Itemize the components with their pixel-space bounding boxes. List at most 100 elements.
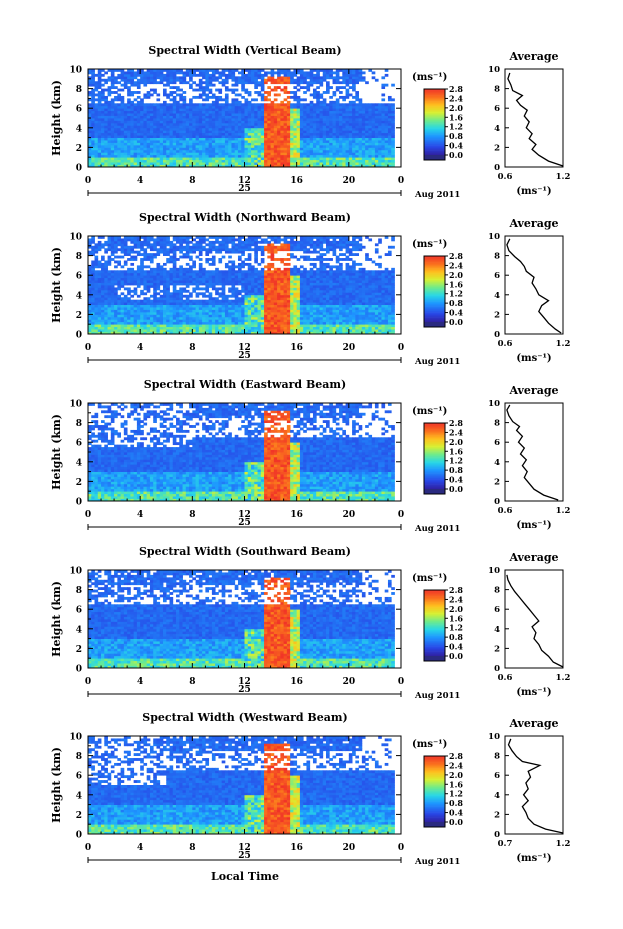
colorbar-tick-label: 2.0 — [449, 770, 463, 780]
y-tick-label: 8 — [76, 85, 82, 95]
y-axis-label: Height (km) — [50, 581, 63, 657]
colorbar-tick-label: 0.8 — [449, 465, 463, 475]
y-tick-label: 6 — [76, 105, 82, 115]
colorbar-tick-label: 1.2 — [449, 456, 463, 466]
avg-x-tick-label: 0.6 — [498, 172, 513, 182]
colorbar-under — [424, 822, 445, 827]
y-axis-label: Height (km) — [50, 80, 63, 156]
y-tick-label: 6 — [76, 772, 82, 782]
x-tick-label: 0 — [85, 176, 91, 186]
colorbar-tick-label: 2.0 — [449, 437, 463, 447]
date-label: Aug 2011 — [414, 190, 460, 200]
x-tick-label: 12 — [238, 510, 251, 520]
y-tick-label: 8 — [76, 419, 82, 429]
colorbar-tick-label: 2.4 — [449, 427, 463, 437]
y-tick-label: 2 — [76, 645, 82, 655]
avg-y-tick-label: 8 — [494, 252, 500, 262]
x-tick-label: 16 — [290, 343, 303, 353]
colorbar-tick-label: 0.0 — [449, 484, 463, 494]
x-tick-label: 0 — [398, 343, 404, 353]
x-tick-label: 8 — [189, 343, 195, 353]
avg-y-tick-label: 6 — [494, 771, 500, 781]
day-label: 25 — [238, 351, 251, 361]
avg-y-tick-label: 4 — [494, 791, 500, 801]
colorbar-under — [424, 322, 445, 327]
avg-x-tick-label: 0.7 — [498, 839, 513, 849]
avg-y-tick-label: 10 — [488, 65, 500, 75]
y-tick-label: 0 — [76, 331, 82, 341]
avg-x-tick-label: 1.2 — [556, 839, 571, 849]
panel-1: Spectral Width (Vertical Beam) 0 2 4 6 8 10 0 4 8… — [50, 44, 570, 200]
average-title: Average — [508, 217, 558, 230]
avg-y-tick-label: 6 — [494, 271, 500, 281]
average-xlabel: (ms⁻¹) — [516, 520, 551, 531]
colorbar-tick-label: 0.4 — [449, 808, 463, 818]
average-line — [506, 574, 564, 668]
avg-y-tick-label: 2 — [494, 810, 500, 820]
colorbar-under — [424, 155, 445, 160]
colorbar-under — [424, 656, 445, 661]
colorbar-unit: (ms⁻¹) — [412, 72, 447, 83]
x-tick-label: 0 — [398, 176, 404, 186]
x-tick-label: 12 — [238, 176, 251, 186]
avg-y-tick-label: 6 — [494, 438, 500, 448]
colorbar-tick-label: 0.0 — [449, 150, 463, 160]
heatmap-cells — [88, 403, 395, 502]
colorbar-tick-label: 0.4 — [449, 642, 463, 652]
average-line — [507, 72, 564, 167]
average-line — [507, 738, 564, 834]
avg-y-tick-label: 8 — [494, 85, 500, 95]
colorbar-tick-label: 1.2 — [449, 789, 463, 799]
avg-y-tick-label: 6 — [494, 605, 500, 615]
x-tick-label: 12 — [238, 677, 251, 687]
colorbar-frame — [423, 88, 446, 161]
average-frame — [504, 569, 564, 669]
y-tick-label: 10 — [69, 66, 82, 76]
colorbar-tick-label: 0.0 — [449, 651, 463, 661]
x-tick-label: 16 — [290, 677, 303, 687]
colorbar-tick-label: 0.8 — [449, 798, 463, 808]
average-frame — [504, 402, 564, 502]
colorbar: 2.82.42.01.61.20.80.40.0 — [423, 84, 463, 161]
y-tick-label: 2 — [76, 311, 82, 321]
average-title: Average — [508, 50, 558, 63]
avg-x-tick-label: 1.2 — [556, 506, 571, 516]
avg-y-tick-label: 4 — [494, 625, 500, 635]
x-tick-label: 0 — [398, 677, 404, 687]
day-label: 25 — [238, 685, 251, 695]
colorbar-tick-label: 1.2 — [449, 623, 463, 633]
heatmap-cells — [88, 736, 395, 835]
colorbar-tick-label: 0.8 — [449, 131, 463, 141]
x-tick-label: 0 — [85, 343, 91, 353]
y-tick-label: 10 — [69, 733, 82, 743]
average-line — [506, 404, 559, 501]
avg-y-tick-label: 4 — [494, 124, 500, 134]
average-title: Average — [508, 551, 558, 564]
colorbar-frame — [423, 589, 446, 662]
average-profile: Average 0 2 4 6 8 10 0.6 1.2 (ms⁻¹) — [488, 551, 570, 698]
heatmap-cells — [88, 69, 395, 168]
avg-y-tick-label: 0 — [494, 163, 500, 173]
x-tick-label: 16 — [290, 176, 303, 186]
colorbar-unit: (ms⁻¹) — [412, 239, 447, 250]
average-frame — [504, 235, 564, 335]
x-tick-label: 8 — [189, 677, 195, 687]
y-tick-label: 4 — [76, 625, 82, 635]
avg-x-tick-label: 1.2 — [556, 339, 571, 349]
date-label: Aug 2011 — [414, 357, 460, 367]
heatmap-cells — [88, 236, 395, 335]
colorbar: 2.82.42.01.61.20.80.40.0 — [423, 585, 463, 662]
average-xlabel: (ms⁻¹) — [516, 353, 551, 364]
day-label: 25 — [238, 518, 251, 528]
avg-x-tick-label: 0.6 — [498, 506, 513, 516]
avg-x-tick-label: 1.2 — [556, 172, 571, 182]
y-tick-label: 10 — [69, 567, 82, 577]
avg-y-tick-label: 4 — [494, 458, 500, 468]
avg-x-tick-label: 1.2 — [556, 673, 571, 683]
average-title: Average — [508, 717, 558, 730]
colorbar-unit: (ms⁻¹) — [412, 406, 447, 417]
colorbar-tick-label: 0.0 — [449, 817, 463, 827]
colorbar: 2.82.42.01.61.20.80.40.0 — [423, 418, 463, 495]
colorbar-tick-label: 0.8 — [449, 298, 463, 308]
